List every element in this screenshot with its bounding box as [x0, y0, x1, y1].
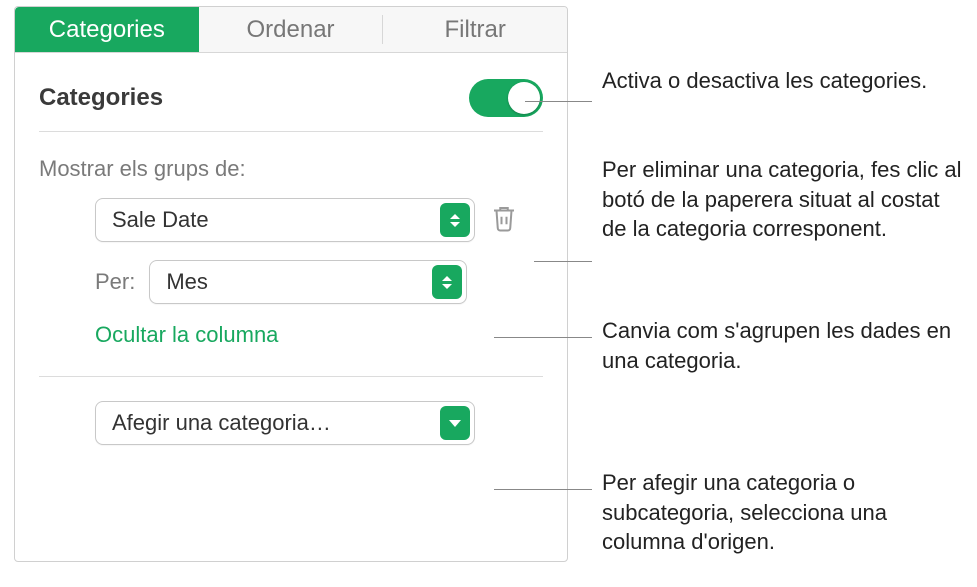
chevron-down-icon	[440, 406, 470, 440]
tab-label: Filtrar	[445, 16, 506, 44]
per-label: Per:	[95, 269, 135, 295]
group-select-value: Sale Date	[112, 207, 209, 233]
callout-line	[494, 337, 592, 338]
add-category-value: Afegir una categoria…	[112, 410, 331, 436]
trash-icon[interactable]	[489, 202, 519, 239]
callout-add: Per afegir una categoria o subcategoria,…	[602, 468, 962, 557]
per-select-value: Mes	[166, 269, 208, 295]
section-header: Categories	[39, 79, 543, 117]
callout-line	[525, 101, 592, 102]
stepper-icon	[432, 265, 462, 299]
hide-column-link[interactable]: Ocultar la columna	[95, 322, 543, 348]
tab-label: Ordenar	[246, 16, 334, 44]
group-select-row: Sale Date	[39, 198, 543, 242]
categories-panel: Categories Ordenar Filtrar Categories Mo…	[14, 6, 568, 562]
add-category-row: Afegir una categoria…	[39, 401, 543, 445]
stepper-icon	[440, 203, 470, 237]
callout-trash: Per eliminar una categoria, fes clic al …	[602, 155, 962, 244]
tab-bar: Categories Ordenar Filtrar	[15, 7, 567, 53]
group-select[interactable]: Sale Date	[95, 198, 475, 242]
callout-grouping: Canvia com s'agrupen les dades en una ca…	[602, 316, 962, 375]
panel-body: Categories Mostrar els grups de: Sale Da…	[15, 53, 567, 483]
callout-toggle: Activa o desactiva les categories.	[602, 66, 962, 96]
categories-toggle[interactable]	[469, 79, 543, 117]
callout-line	[494, 489, 592, 490]
tab-filtrar[interactable]: Filtrar	[383, 7, 567, 52]
divider	[39, 131, 543, 132]
per-select[interactable]: Mes	[149, 260, 467, 304]
toggle-knob	[508, 82, 540, 114]
per-select-row: Per: Mes	[39, 260, 543, 304]
callout-line	[534, 261, 592, 262]
section-title: Categories	[39, 84, 163, 112]
tab-label: Categories	[49, 16, 165, 44]
divider	[39, 376, 543, 377]
tab-categories[interactable]: Categories	[15, 7, 199, 52]
tab-ordenar[interactable]: Ordenar	[199, 7, 383, 52]
groups-label: Mostrar els grups de:	[39, 156, 543, 182]
add-category-select[interactable]: Afegir una categoria…	[95, 401, 475, 445]
